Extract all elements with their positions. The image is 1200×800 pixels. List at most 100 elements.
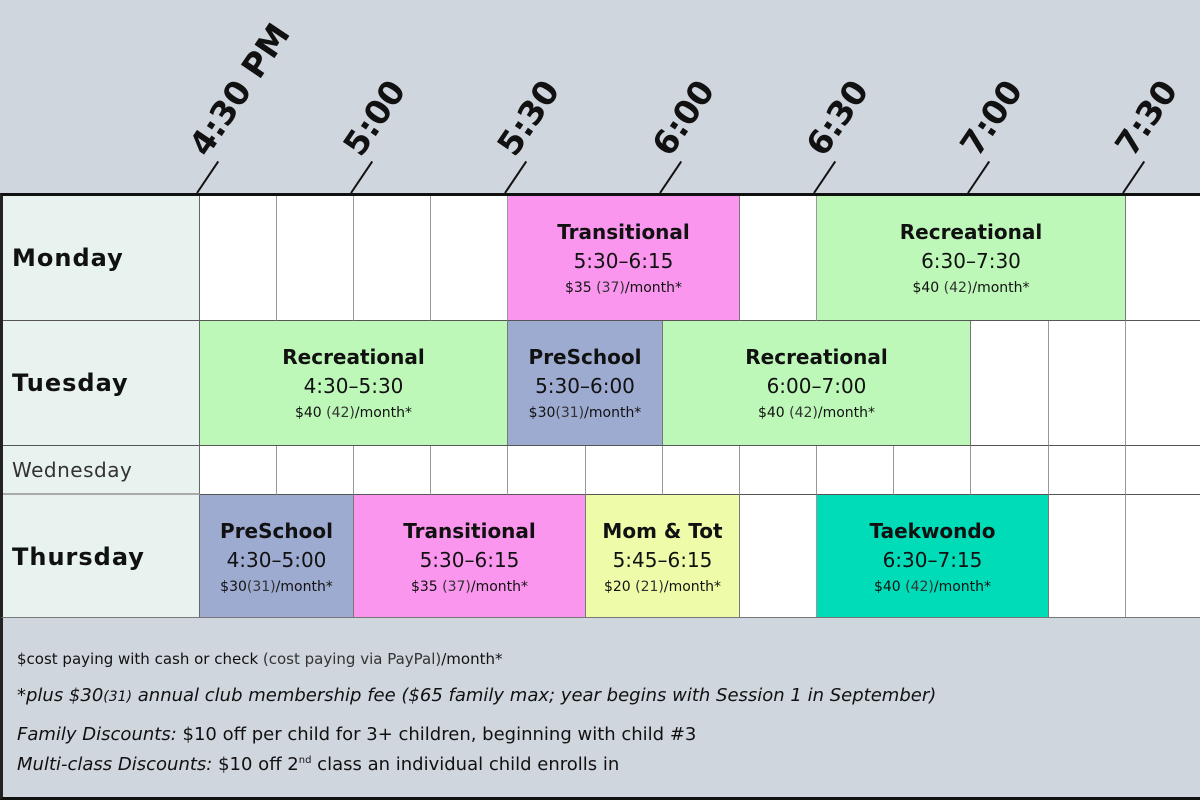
tick-line: [967, 160, 991, 194]
empty-slot: [1049, 321, 1126, 446]
empty-slot: [586, 446, 663, 495]
class-price: $30(31)/month*: [220, 579, 333, 595]
class-name: Taekwondo: [869, 519, 996, 543]
class-block-recreational: Recreational 4:30–5:30 $40 (42)/month*: [200, 321, 508, 446]
empty-slot: [354, 446, 431, 495]
class-price: $35 (37)/month*: [411, 579, 528, 595]
day-cell-monday: Monday: [3, 196, 200, 321]
price-period: /month*: [933, 579, 992, 595]
class-price: $40 (42)/month*: [758, 405, 875, 421]
empty-slot: [277, 196, 354, 321]
price-period: /month*: [817, 405, 876, 421]
day-cell-thursday: Thursday: [3, 495, 200, 620]
class-block-preschool: PreSchool 5:30–6:00 $30(31)/month*: [508, 321, 663, 446]
class-time: 4:30–5:30: [303, 374, 404, 398]
price-paypal: (42): [943, 280, 973, 296]
class-price: $20 (21)/month*: [604, 579, 721, 595]
empty-slot: [971, 321, 1049, 446]
price-paypal: (31): [555, 405, 585, 421]
class-time: 6:30–7:15: [882, 548, 983, 572]
price-period: /month*: [584, 405, 642, 421]
class-name: Recreational: [282, 345, 425, 369]
row-monday: Monday Transitional 5:30–6:15 $35 (37)/m…: [3, 196, 1200, 321]
price-cash: $35: [564, 280, 592, 296]
class-price: $40 (42)/month*: [295, 405, 412, 421]
time-tick-label: 7:30: [1107, 72, 1186, 163]
price-cash: $30: [220, 579, 247, 595]
price-paypal: (37): [442, 579, 471, 595]
day-label: Thursday: [12, 543, 145, 571]
class-name: PreSchool: [220, 519, 333, 543]
class-price: $35 (37)/month*: [565, 280, 682, 296]
ordinal-suffix: nd: [298, 755, 312, 766]
class-name: Transitional: [403, 519, 536, 543]
schedule-grid: Monday Transitional 5:30–6:15 $35 (37)/m…: [0, 193, 1200, 620]
price-cash: $40: [757, 405, 785, 421]
class-name: PreSchool: [528, 345, 642, 369]
membership-fee-cash: *plus $30: [17, 685, 104, 706]
class-block-mom-and-tot: Mom & Tot 5:45–6:15 $20 (21)/month*: [586, 495, 740, 620]
class-name: Recreational: [899, 220, 1043, 244]
price-cash: $35: [410, 579, 438, 595]
price-paypal: (37): [596, 280, 625, 296]
legend-paypal-text: (cost paying via PayPal): [262, 650, 442, 668]
price-paypal: (21): [635, 579, 664, 595]
empty-slot: [663, 446, 740, 495]
price-cash: $40: [294, 405, 322, 421]
family-discount-note: Family Discounts: $10 off per child for …: [17, 724, 696, 745]
time-tick-label: 5:30: [489, 72, 568, 163]
class-name: Transitional: [557, 220, 690, 244]
class-block-preschool: PreSchool 4:30–5:00 $30(31)/month*: [200, 495, 354, 620]
pricing-legend: $cost paying with cash or check (cost pa…: [17, 650, 502, 668]
price-cash: $40: [873, 579, 901, 595]
empty-slot: [1126, 321, 1200, 446]
row-wednesday: Wednesday: [3, 446, 1200, 495]
empty-slot: [508, 446, 586, 495]
membership-fee-paypal: (31): [103, 689, 133, 705]
empty-slot: [431, 196, 508, 321]
membership-fee-text: annual club membership fee ($65 family m…: [132, 685, 937, 706]
empty-slot: [1049, 446, 1126, 495]
row-thursday: Thursday PreSchool 4:30–5:00 $30(31)/mon…: [3, 495, 1200, 620]
price-paypal: (42): [789, 405, 818, 421]
multi-class-discount-note: Multi-class Discounts: $10 off 2nd class…: [17, 754, 619, 775]
class-time: 4:30–5:00: [226, 548, 327, 572]
family-discount-label: Family Discounts:: [17, 724, 177, 745]
class-time: 5:30–6:00: [535, 374, 635, 398]
tick-line: [1122, 160, 1146, 194]
day-label: Wednesday: [12, 457, 133, 482]
price-paypal: (42): [326, 405, 355, 421]
family-discount-text: $10 off per child for 3+ children, begin…: [176, 724, 697, 745]
tick-line: [196, 160, 220, 194]
empty-slot: [740, 446, 817, 495]
empty-slot: [1126, 495, 1200, 620]
tick-line: [350, 160, 374, 194]
empty-slot: [740, 495, 817, 620]
empty-slot: [200, 196, 277, 321]
price-cash: $20: [603, 579, 631, 595]
empty-slot: [431, 446, 508, 495]
price-period: /month*: [624, 280, 683, 296]
price-period: /month*: [972, 280, 1030, 296]
class-block-transitional: Transitional 5:30–6:15 $35 (37)/month*: [354, 495, 586, 620]
empty-slot: [1126, 196, 1200, 321]
class-time: 5:30–6:15: [419, 548, 520, 572]
time-tick-label: 5:00: [335, 72, 414, 163]
empty-slot: [894, 446, 971, 495]
price-period: /month*: [470, 579, 529, 595]
time-tick-label: 4:30 PM: [181, 16, 298, 163]
class-price: $30(31)/month*: [529, 405, 642, 421]
day-cell-wednesday: Wednesday: [3, 446, 200, 495]
empty-slot: [200, 446, 277, 495]
legend-cash-text: $cost paying with cash or check: [17, 650, 263, 668]
class-block-taekwondo: Taekwondo 6:30–7:15 $40 (42)/month*: [817, 495, 1049, 620]
price-period: /month*: [275, 579, 333, 595]
empty-slot: [277, 446, 354, 495]
class-name: Recreational: [745, 345, 888, 369]
footer-notes: $cost paying with cash or check (cost pa…: [0, 617, 1200, 800]
day-label: Monday: [12, 244, 124, 272]
class-price: $40 (42)/month*: [912, 280, 1029, 296]
empty-slot: [817, 446, 894, 495]
day-label: Tuesday: [12, 369, 129, 397]
tick-line: [504, 160, 528, 194]
